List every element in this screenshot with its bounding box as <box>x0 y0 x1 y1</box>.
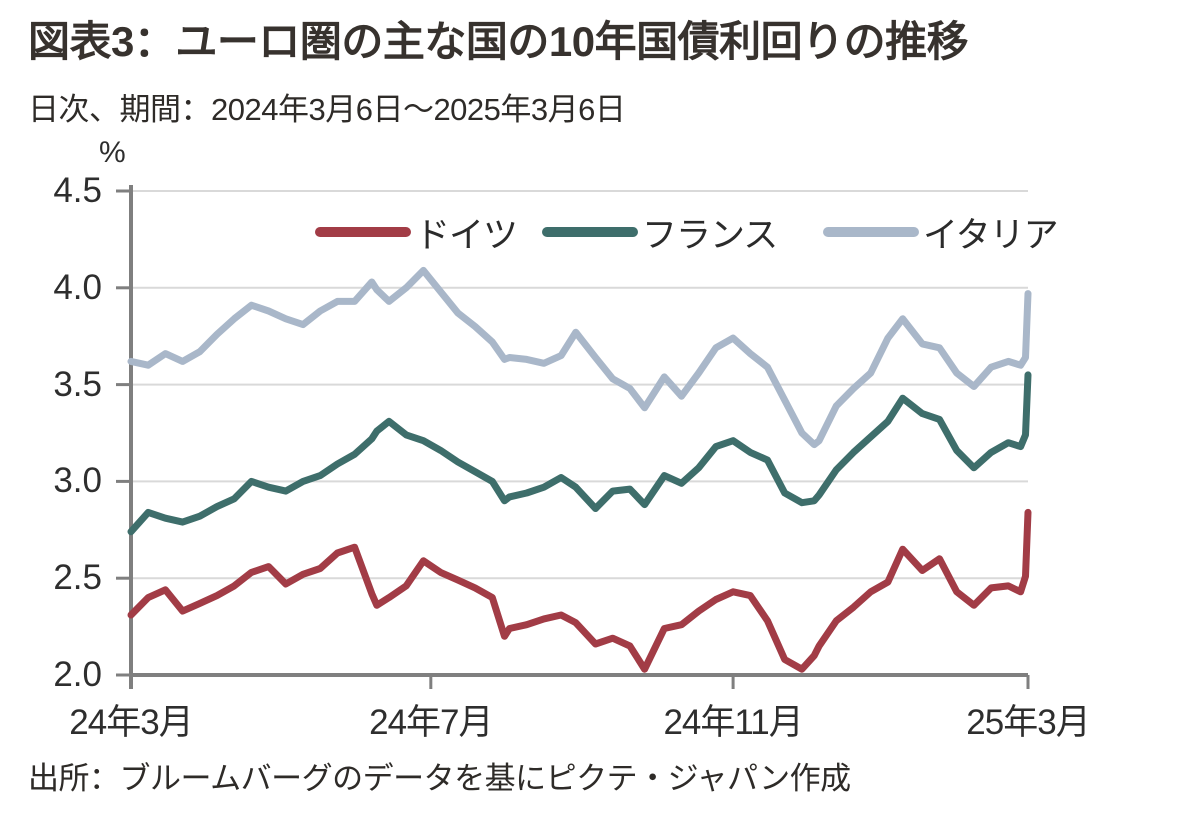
series-line-germany <box>127 508 1032 673</box>
legend-item-germany: ドイツ <box>315 209 518 255</box>
legend-swatch-italy <box>823 227 919 237</box>
y-tick-label: 3.5 <box>53 364 102 404</box>
x-tick-label: 25年3月 <box>966 703 1090 742</box>
y-tick-label: 2.5 <box>53 558 102 598</box>
legend-item-france: フランス <box>542 209 778 255</box>
legend-swatch-france <box>542 227 638 237</box>
figure-title: 図表3：ユーロ圏の主な国の10年国債利回りの推移 <box>28 18 969 65</box>
legend-label-france: フランス <box>642 215 778 255</box>
y-tick-label: 4.5 <box>53 171 102 210</box>
y-tick-label: 2.0 <box>53 655 102 694</box>
x-tick-label: 24年11月 <box>663 703 803 742</box>
legend-item-italy: イタリア <box>823 209 1059 255</box>
y-tick-label: 3.0 <box>53 461 102 501</box>
figure-subtitle: 日次、期間：2024年3月6日～2025年3月6日 <box>28 92 626 127</box>
legend-label-italy: イタリア <box>923 215 1059 255</box>
x-tick-label: 24年7月 <box>369 703 493 742</box>
x-tick-label: 24年3月 <box>69 703 193 742</box>
legend-swatch-germany <box>315 227 411 237</box>
series-line-italy <box>127 266 1032 449</box>
y-axis-unit-label: % <box>99 136 126 169</box>
legend-label-germany: ドイツ <box>415 215 518 255</box>
series-line-france <box>127 371 1032 536</box>
source-note: 出所：ブルームバーグのデータを基にピクテ・ジャパン作成 <box>28 761 851 796</box>
y-tick-label: 4.0 <box>53 267 102 307</box>
